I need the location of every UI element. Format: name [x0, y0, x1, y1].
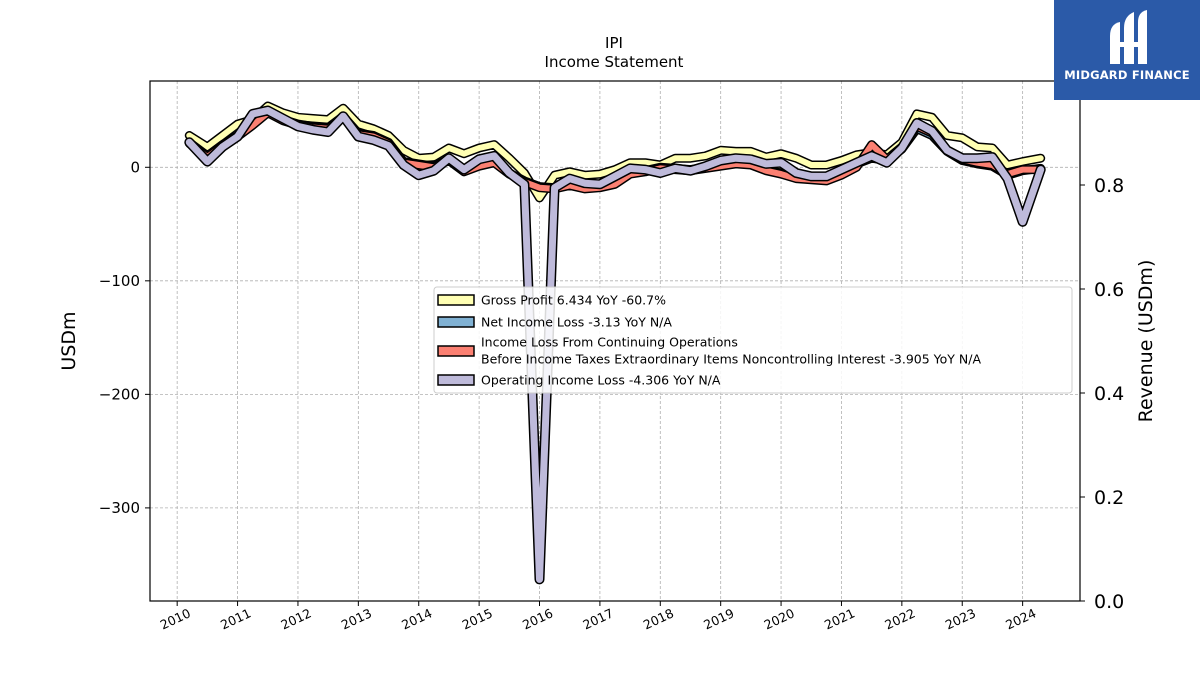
- y2-tick-label: 0.8: [1094, 175, 1124, 197]
- chart-subtitle: Income Statement: [545, 53, 684, 71]
- y-tick-label: −100: [99, 272, 140, 290]
- legend-swatch-2: [437, 345, 475, 357]
- y-tick-label: −200: [99, 385, 140, 403]
- legend: Gross Profit 6.434 YoY -60.7% Net Income …: [433, 286, 1073, 394]
- legend-label-3: Operating Income Loss -4.306 YoY N/A: [481, 373, 721, 388]
- legend-label-0: Gross Profit 6.434 YoY -60.7%: [481, 293, 666, 308]
- y2-tick-label: 0.2: [1094, 487, 1124, 509]
- legend-label-1: Net Income Loss -3.13 YoY N/A: [481, 315, 672, 330]
- midgard-finance-logo: MIDGARD FINANCE: [1054, 0, 1200, 100]
- y2-tick-label: 0.6: [1094, 279, 1124, 301]
- plot-frame: [149, 80, 1081, 602]
- chart-title: IPI: [605, 34, 623, 52]
- y-axis-label: USDm: [58, 311, 80, 370]
- midgard-logo-icon: [1110, 10, 1147, 64]
- y2-tick-label: 0.4: [1094, 383, 1124, 405]
- y-tick-label: −300: [99, 499, 140, 517]
- series-line-3: [185, 107, 1045, 583]
- legend-swatch-1: [437, 316, 475, 328]
- y-tick-label: 0: [130, 158, 140, 176]
- legend-label-2: Income Loss From Continuing Operations: [481, 335, 738, 350]
- legend-label-2: Before Income Taxes Extraordinary Items …: [481, 352, 981, 367]
- legend-box: [433, 286, 1073, 394]
- y2-axis-label: Revenue (USDm): [1135, 260, 1157, 423]
- legend-swatch-0: [437, 294, 475, 306]
- brand-name: MIDGARD FINANCE: [1064, 68, 1190, 82]
- legend-swatch-3: [437, 374, 475, 386]
- y2-tick-label: 0.0: [1094, 591, 1124, 613]
- series-lines: [184, 101, 1046, 585]
